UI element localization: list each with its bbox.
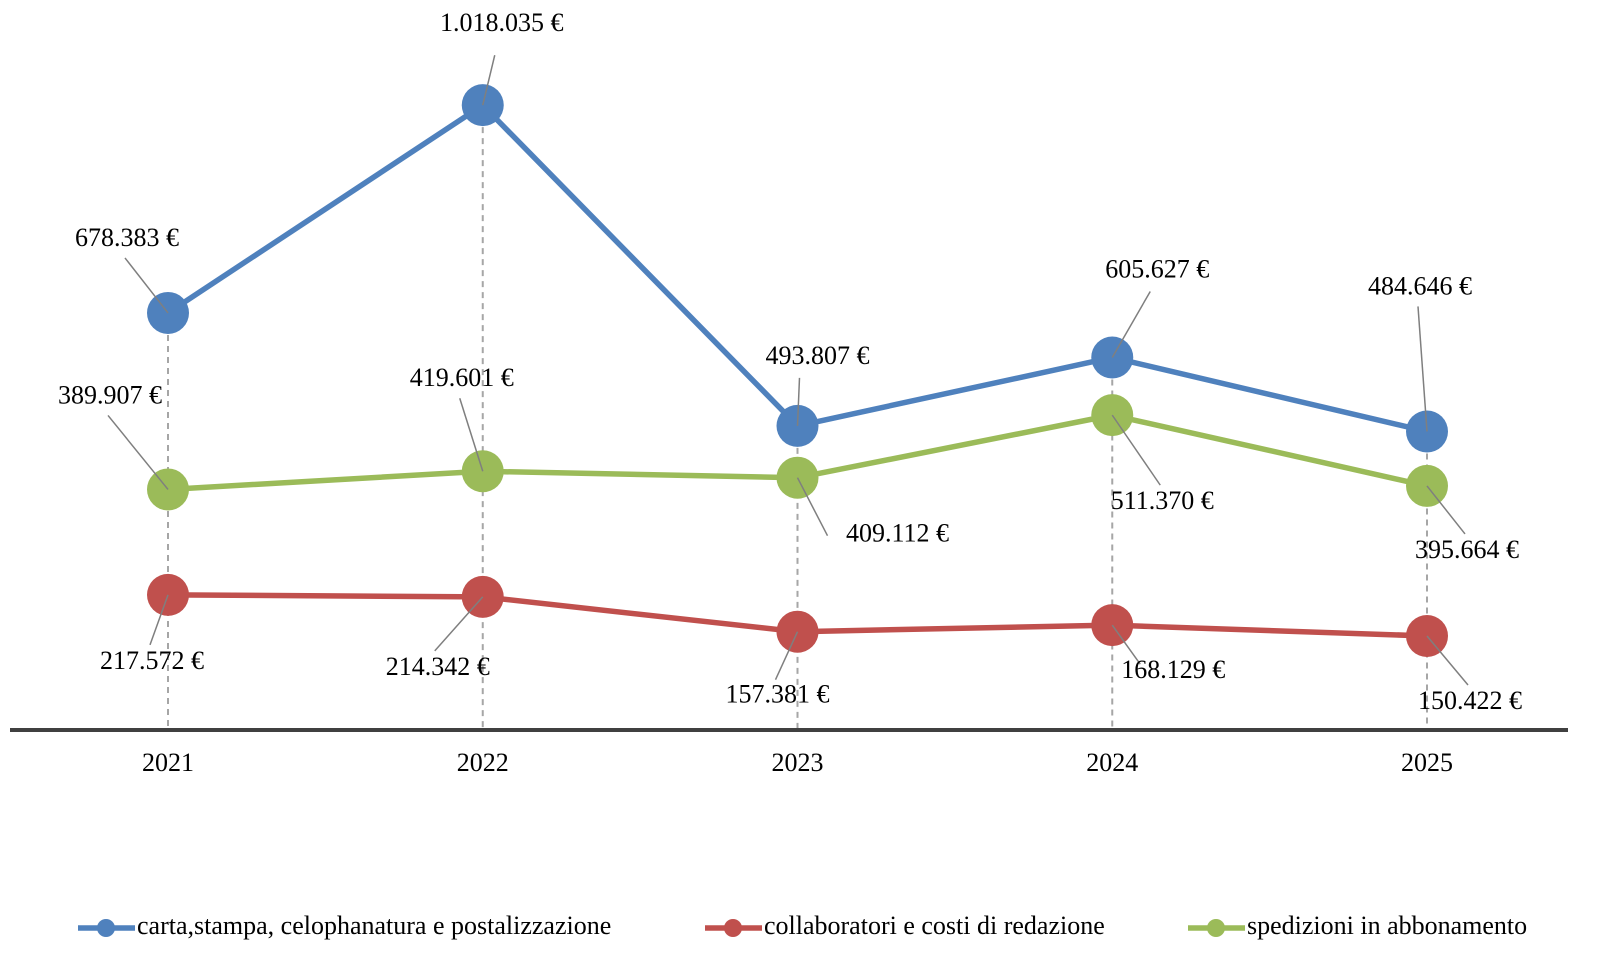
legend-marker bbox=[724, 919, 742, 937]
x-tick-label: 2022 bbox=[457, 748, 509, 777]
leader-line bbox=[124, 257, 169, 314]
x-tick-label: 2024 bbox=[1086, 748, 1138, 777]
x-tick-label: 2025 bbox=[1401, 748, 1453, 777]
legend-label: carta,stampa, celophanatura e postalizza… bbox=[137, 911, 611, 940]
leader-line bbox=[1417, 306, 1428, 432]
data-label: 1.018.035 € bbox=[440, 8, 564, 37]
leader-line bbox=[149, 594, 169, 646]
leader-line bbox=[1426, 485, 1466, 535]
data-label: 419.601 € bbox=[410, 363, 514, 392]
leader-line bbox=[774, 631, 799, 681]
data-label: 395.664 € bbox=[1415, 535, 1519, 564]
data-label: 150.422 € bbox=[1418, 686, 1522, 715]
leader-line bbox=[796, 377, 801, 426]
legend-marker bbox=[97, 919, 115, 937]
data-label: 484.646 € bbox=[1368, 271, 1472, 300]
leader-line bbox=[1426, 635, 1469, 686]
data-label: 605.627 € bbox=[1105, 254, 1209, 283]
series-line bbox=[166, 102, 1428, 435]
data-label: 214.342 € bbox=[386, 652, 490, 681]
leader-line bbox=[434, 596, 484, 652]
leader-line bbox=[107, 414, 169, 490]
leader-line bbox=[482, 54, 496, 106]
data-label: 168.129 € bbox=[1121, 655, 1225, 684]
data-label: 157.381 € bbox=[726, 680, 830, 709]
leader-line bbox=[1111, 414, 1161, 486]
legend-label: collaboratori e costi di redazione bbox=[764, 911, 1105, 940]
leader-line bbox=[459, 398, 484, 472]
x-tick-label: 2021 bbox=[142, 748, 194, 777]
data-label: 389.907 € bbox=[58, 380, 162, 409]
leader-line bbox=[1111, 624, 1141, 665]
x-tick-label: 2023 bbox=[772, 748, 824, 777]
data-label: 493.807 € bbox=[766, 341, 870, 370]
legend-label: spedizioni in abbonamento bbox=[1247, 911, 1527, 940]
data-label: 678.383 € bbox=[75, 223, 179, 252]
leader-line bbox=[1111, 291, 1151, 358]
data-label: 409.112 € bbox=[846, 519, 949, 548]
data-label: 511.370 € bbox=[1111, 486, 1214, 515]
data-label: 217.572 € bbox=[100, 646, 204, 675]
legend-marker bbox=[1207, 919, 1225, 937]
leader-line bbox=[796, 477, 829, 537]
